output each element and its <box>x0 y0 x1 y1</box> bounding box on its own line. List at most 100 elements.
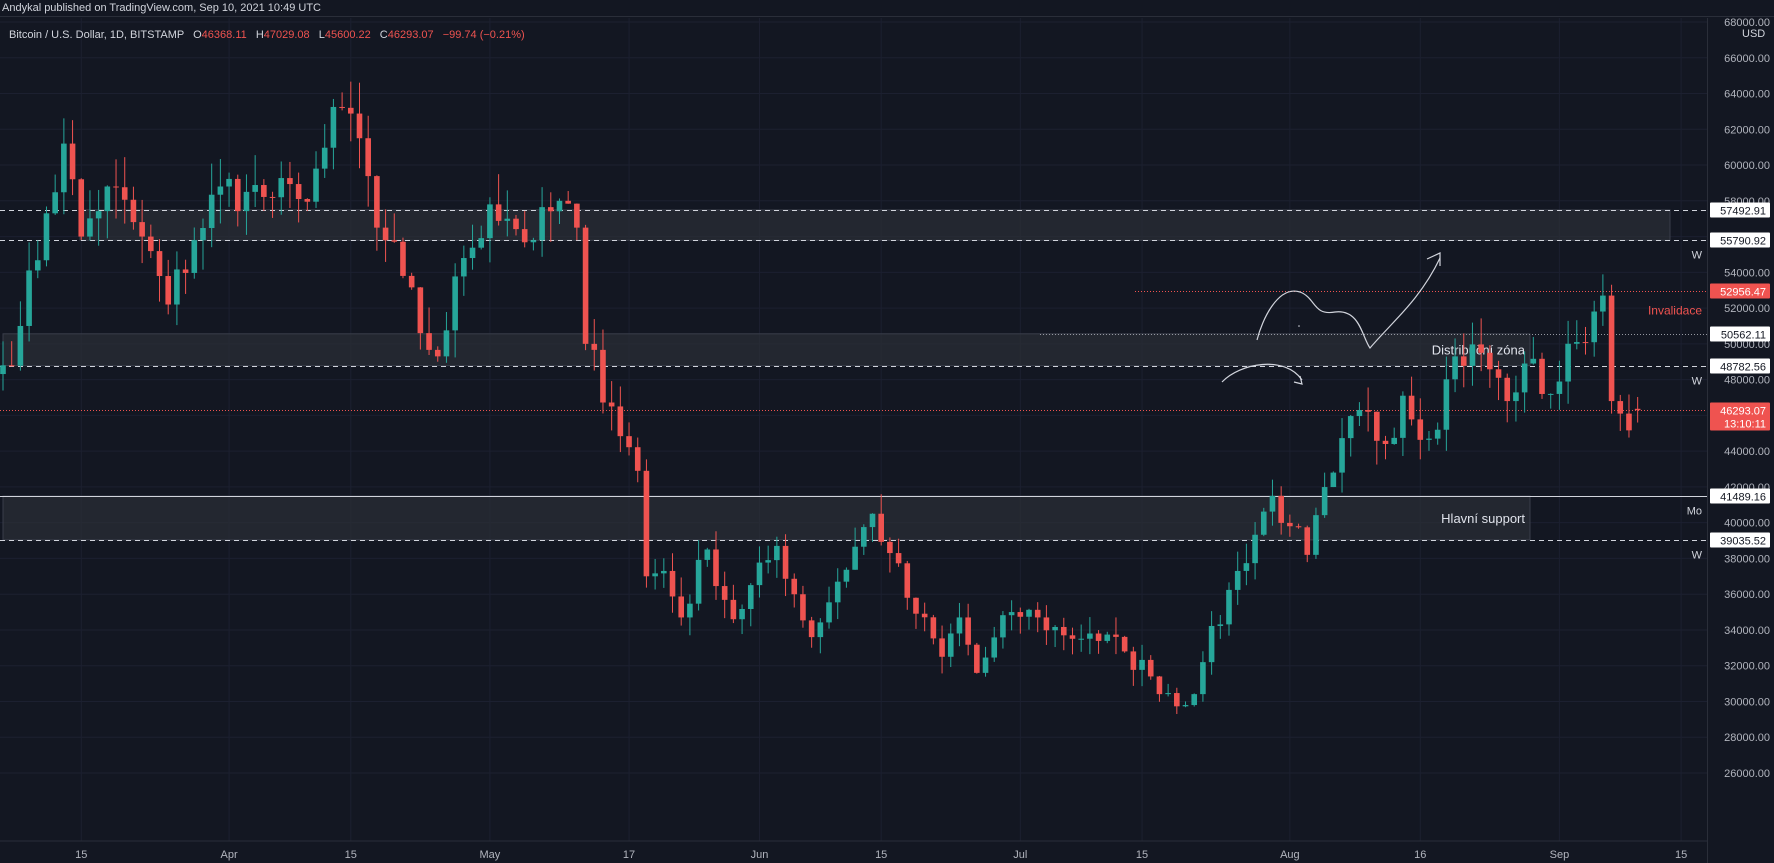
candle <box>1504 373 1511 423</box>
candle <box>695 540 702 611</box>
y-tick-label: 34000.00 <box>1724 625 1770 637</box>
candle <box>1191 693 1198 707</box>
candle <box>87 190 93 241</box>
candle <box>391 213 398 243</box>
projection-arrowhead-up <box>1426 252 1441 266</box>
candle <box>582 224 589 351</box>
candle <box>426 307 432 356</box>
candle <box>1304 525 1311 563</box>
candle <box>1078 624 1084 652</box>
candle <box>826 586 832 629</box>
x-tick-label: 15 <box>1675 849 1687 861</box>
candle <box>1243 543 1250 586</box>
candle <box>1408 376 1415 426</box>
zone-box <box>2 495 1531 541</box>
candle <box>669 553 676 613</box>
y-tick-label: 50000.00 <box>1724 339 1770 351</box>
candle <box>330 98 337 170</box>
candle <box>991 626 998 662</box>
candle <box>1478 318 1484 372</box>
candle <box>1330 471 1337 488</box>
candle <box>217 158 224 224</box>
candle <box>1165 683 1171 697</box>
candle <box>504 190 511 237</box>
candle <box>956 602 963 647</box>
candle <box>295 172 302 223</box>
candle <box>1600 274 1606 326</box>
candle <box>1260 507 1267 537</box>
candle <box>678 577 685 626</box>
candle <box>356 82 363 169</box>
y-tick-label: 36000.00 <box>1724 589 1770 601</box>
candle <box>852 527 858 570</box>
candle <box>756 546 763 598</box>
x-tick-label: May <box>480 849 501 861</box>
candle <box>982 646 989 677</box>
svg-text:Bitcoin / U.S. Dollar, 1D, BIT: Bitcoin / U.S. Dollar, 1D, BITSTAMP O463… <box>9 29 525 41</box>
x-tick-label: Jul <box>1013 849 1027 861</box>
candle <box>495 174 502 226</box>
candle <box>200 218 206 270</box>
candle <box>478 225 485 250</box>
candle <box>939 625 945 674</box>
candle <box>1252 522 1258 580</box>
x-tick-label: 17 <box>623 849 635 861</box>
candle <box>600 329 606 414</box>
x-tick-label: Sep <box>1550 849 1570 861</box>
candle <box>1217 614 1224 639</box>
y-tick-label: 60000.00 <box>1724 160 1770 172</box>
candle <box>1400 391 1406 456</box>
candle <box>1321 472 1328 518</box>
zone-box <box>79 209 1671 241</box>
candle <box>8 341 15 367</box>
candle <box>1087 617 1093 655</box>
candle <box>1469 322 1476 386</box>
candle <box>913 597 919 629</box>
candle <box>26 242 32 342</box>
candle <box>1052 625 1058 648</box>
candle <box>643 459 650 588</box>
candle <box>1008 600 1015 631</box>
level-tag <box>1710 232 1770 248</box>
candle <box>774 536 780 578</box>
candle <box>791 573 798 608</box>
candle <box>1313 507 1319 559</box>
close-value: 46293.07 <box>388 29 434 41</box>
candle <box>261 179 267 211</box>
candle <box>1208 611 1215 675</box>
candle <box>739 604 745 635</box>
candle <box>1104 631 1111 644</box>
candle <box>208 163 215 248</box>
level-tag <box>1710 202 1770 218</box>
candle <box>782 534 789 597</box>
candle <box>226 172 232 207</box>
candle <box>1121 635 1128 653</box>
candle <box>1147 655 1154 680</box>
currency-label[interactable]: USD <box>1742 28 1765 40</box>
candle <box>269 191 276 218</box>
candle <box>1287 514 1293 537</box>
candle <box>1113 617 1119 655</box>
candle <box>1547 393 1554 409</box>
candle <box>1200 651 1206 702</box>
candle <box>1174 687 1180 714</box>
candle <box>1182 701 1189 708</box>
candle <box>921 602 928 632</box>
open-value: 46368.11 <box>202 29 247 41</box>
candle <box>243 174 250 235</box>
candle <box>52 174 58 215</box>
candle <box>861 524 867 555</box>
candle <box>817 618 824 654</box>
low-value: 45600.22 <box>325 29 371 41</box>
level-tag-label: 46293.07 <box>1720 406 1766 418</box>
candle <box>234 174 241 227</box>
candle <box>547 192 554 242</box>
candle <box>574 203 580 241</box>
level-tag-label: 55790.92 <box>1720 236 1766 248</box>
candle <box>0 341 6 391</box>
candle <box>965 603 971 656</box>
candle <box>374 175 380 251</box>
timeframe-tag: W <box>1692 550 1703 562</box>
